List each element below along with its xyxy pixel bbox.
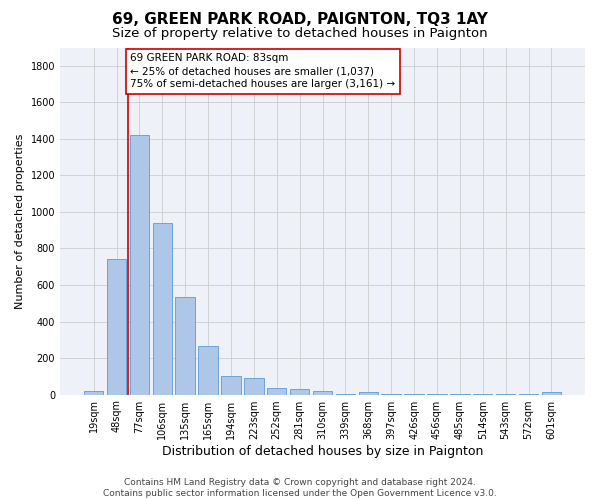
Text: Size of property relative to detached houses in Paignton: Size of property relative to detached ho… [112,28,488,40]
Bar [359,392,378,394]
Bar [84,390,103,394]
X-axis label: Distribution of detached houses by size in Paignton: Distribution of detached houses by size … [162,444,483,458]
Text: 69, GREEN PARK ROAD, PAIGNTON, TQ3 1AY: 69, GREEN PARK ROAD, PAIGNTON, TQ3 1AY [112,12,488,28]
Y-axis label: Number of detached properties: Number of detached properties [15,134,25,308]
Text: 69 GREEN PARK ROAD: 83sqm
← 25% of detached houses are smaller (1,037)
75% of se: 69 GREEN PARK ROAD: 83sqm ← 25% of detac… [130,53,395,90]
Text: Contains HM Land Registry data © Crown copyright and database right 2024.
Contai: Contains HM Land Registry data © Crown c… [103,478,497,498]
Bar [290,390,310,394]
Bar [175,298,195,394]
Bar [244,378,263,394]
Bar [542,392,561,394]
Bar [313,390,332,394]
Bar [130,135,149,394]
Bar [199,346,218,395]
Bar [221,376,241,394]
Bar [267,388,286,394]
Bar [152,223,172,394]
Bar [107,259,126,394]
